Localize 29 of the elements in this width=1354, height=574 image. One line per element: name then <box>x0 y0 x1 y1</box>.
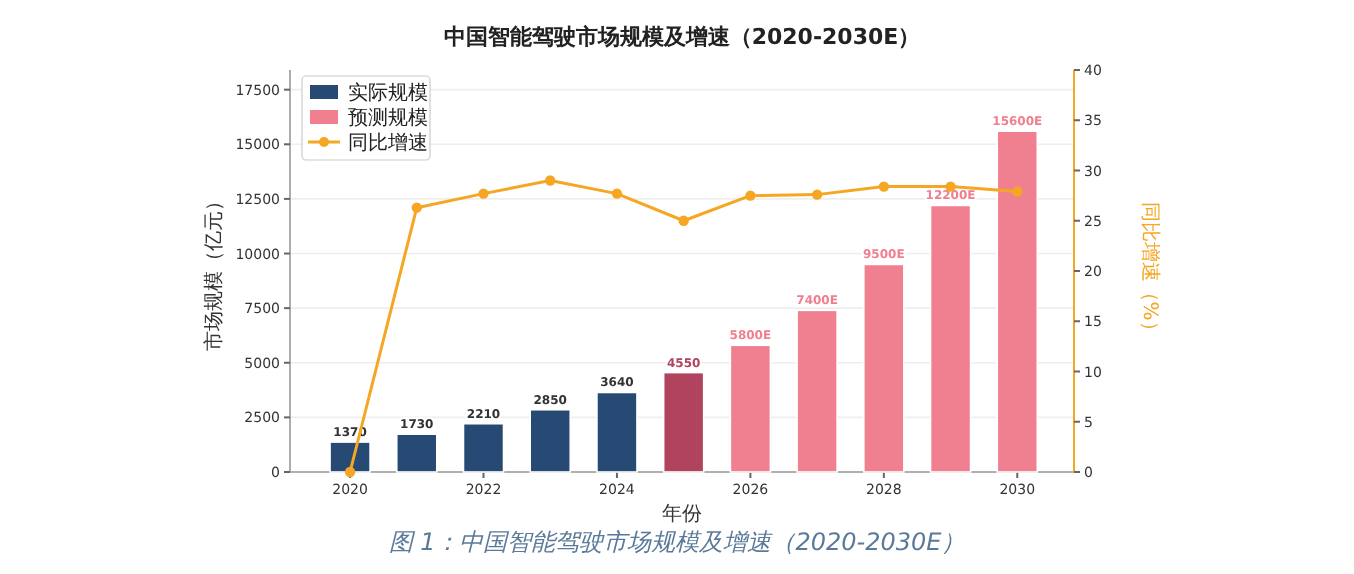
bar <box>796 309 838 473</box>
bar <box>662 371 705 473</box>
x-axis-title: 年份 <box>662 502 702 526</box>
chart-title: 中国智能驾驶市场规模及增速（2020-2030E） <box>443 24 921 50</box>
bar <box>462 422 505 473</box>
bar <box>996 130 1039 473</box>
legend-label: 同比增速 <box>348 131 428 155</box>
point <box>411 202 422 213</box>
bar <box>863 263 905 473</box>
bar <box>329 441 371 473</box>
point <box>878 181 890 192</box>
point <box>678 215 689 226</box>
bar <box>929 204 972 473</box>
point <box>745 190 756 201</box>
legend-label: 预测规模 <box>348 106 428 130</box>
caption: 图 1：中国智能驾驶市场规模及增速（2020-2030E） <box>388 528 966 556</box>
y2-axis-title: 同比增速（%） <box>1138 201 1162 341</box>
bar <box>729 344 772 473</box>
y-axis-title: 市场规模（亿元） <box>202 191 226 351</box>
point <box>478 188 489 199</box>
bar <box>529 408 572 473</box>
legend-label: 实际规模 <box>348 81 428 105</box>
point <box>344 466 356 478</box>
point <box>811 189 823 200</box>
point <box>545 175 556 186</box>
bar <box>395 433 438 473</box>
point <box>611 188 623 199</box>
bar <box>596 391 638 473</box>
point <box>1012 186 1023 197</box>
